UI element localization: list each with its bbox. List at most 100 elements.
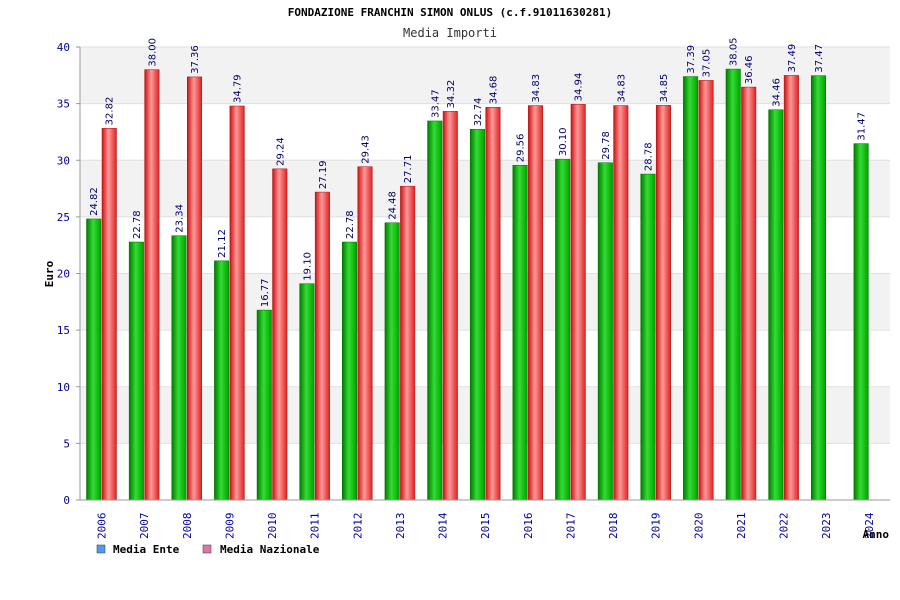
value-label-media-ente-2007: 22.78: [132, 210, 143, 239]
value-label-media-nazionale-2006: 32.82: [105, 97, 116, 126]
bar-media-nazionale-2017: [570, 104, 586, 501]
value-label-media-nazionale-2016: 34.83: [531, 74, 542, 103]
bar-media-nazionale-2008: [187, 76, 203, 501]
value-label-media-nazionale-2010: 29.24: [275, 137, 286, 166]
value-label-media-ente-2019: 28.78: [643, 142, 654, 171]
bar-media-ente-2024: [853, 143, 869, 501]
x-tick-label-2023: 2023: [820, 513, 833, 540]
y-tick-label: 40: [57, 41, 70, 54]
x-tick-label-2009: 2009: [223, 513, 236, 540]
x-tick-label-2022: 2022: [778, 513, 791, 540]
value-label-media-ente-2011: 19.10: [302, 252, 313, 281]
y-axis-ticks: 0 5 10 15 20 25 30 35 40: [57, 41, 80, 507]
x-tick-label-2010: 2010: [266, 513, 279, 540]
value-label-media-ente-2016: 29.56: [516, 134, 527, 163]
bar-media-ente-2016: [512, 164, 528, 501]
x-tick-label-2021: 2021: [735, 513, 748, 540]
legend-swatch-media-ente: [96, 544, 106, 554]
value-label-media-nazionale-2019: 34.85: [659, 74, 670, 103]
value-label-media-nazionale-2021: 36.46: [744, 55, 755, 84]
bar-media-nazionale-2013: [400, 185, 416, 501]
x-axis-label: Anno: [863, 528, 890, 541]
value-label-media-ente-2014: 33.47: [430, 89, 441, 118]
x-tick-label-2008: 2008: [181, 513, 194, 540]
bar-media-ente-2015: [469, 128, 485, 501]
legend-label-media-ente: Media Ente: [113, 543, 180, 556]
bar-media-nazionale-2014: [442, 111, 458, 501]
bar-media-ente-2023: [810, 75, 826, 501]
x-tick-label-2017: 2017: [564, 513, 577, 540]
bar-media-ente-2009: [214, 260, 230, 501]
bar-media-ente-2011: [299, 283, 315, 501]
bar-media-ente-2022: [768, 109, 784, 501]
value-label-media-ente-2009: 21.12: [217, 229, 228, 258]
y-tick-label: 20: [57, 268, 70, 281]
value-label-media-ente-2021: 38.05: [729, 37, 740, 66]
value-label-media-ente-2024: 31.47: [857, 112, 868, 141]
value-label-media-nazionale-2008: 37.36: [190, 45, 201, 74]
chart-subtitle: Media Importi: [403, 26, 497, 40]
value-label-media-nazionale-2022: 37.49: [787, 44, 798, 73]
x-tick-label-2020: 2020: [692, 513, 705, 540]
bar-media-nazionale-2016: [528, 105, 544, 501]
bar-media-nazionale-2018: [613, 105, 629, 501]
bar-media-ente-2020: [683, 76, 699, 501]
legend-label-media-nazionale: Media Nazionale: [220, 543, 320, 556]
bar-media-ente-2017: [555, 158, 571, 501]
value-label-media-ente-2022: 34.46: [771, 78, 782, 107]
value-label-media-nazionale-2015: 34.68: [488, 76, 499, 105]
bar-media-ente-2021: [725, 68, 741, 501]
value-label-media-nazionale-2017: 34.94: [574, 73, 585, 102]
value-label-media-nazionale-2012: 29.43: [361, 135, 372, 164]
value-label-media-ente-2015: 32.74: [473, 98, 484, 127]
x-axis-ticks: 2006 2007 2008 2009 2010 2011 2012 2013 2014 2015…: [96, 512, 876, 539]
value-label-media-ente-2013: 24.48: [388, 191, 399, 220]
value-label-media-ente-2008: 23.34: [175, 204, 186, 233]
chart-title: FONDAZIONE FRANCHIN SIMON ONLUS (c.f.910…: [288, 6, 613, 19]
x-tick-label-2011: 2011: [309, 513, 322, 540]
bar-media-nazionale-2012: [357, 166, 373, 501]
y-tick-label: 30: [57, 154, 70, 167]
x-tick-label-2019: 2019: [650, 513, 663, 540]
bar-media-nazionale-2009: [229, 105, 245, 501]
bar-media-nazionale-2007: [144, 69, 160, 501]
value-label-media-ente-2017: 30.10: [558, 127, 569, 156]
value-label-media-nazionale-2011: 27.19: [318, 160, 329, 189]
value-label-media-nazionale-2020: 37.05: [702, 49, 713, 78]
y-tick-label: 25: [57, 211, 70, 224]
value-label-media-ente-2020: 37.39: [686, 45, 697, 74]
x-tick-label-2015: 2015: [479, 513, 492, 540]
value-labels: 24.82 32.82 22.78 38.00 23.34 37.36 21.12 34.79…: [89, 37, 867, 307]
bar-media-ente-2018: [597, 162, 613, 501]
x-tick-label-2006: 2006: [96, 513, 109, 540]
bar-media-ente-2013: [384, 222, 400, 501]
value-label-media-nazionale-2013: 27.71: [403, 155, 414, 184]
bar-media-nazionale-2006: [101, 128, 117, 501]
bar-media-nazionale-2020: [698, 80, 714, 501]
bar-media-ente-2007: [128, 241, 144, 501]
value-label-media-ente-2018: 29.78: [601, 131, 612, 160]
value-label-media-ente-2023: 37.47: [814, 44, 825, 73]
x-tick-label-2013: 2013: [394, 513, 407, 540]
bar-media-ente-2019: [640, 173, 656, 501]
y-tick-label: 35: [57, 98, 70, 111]
value-label-media-ente-2010: 16.77: [260, 278, 271, 307]
bar-media-ente-2006: [86, 218, 102, 501]
value-label-media-ente-2012: 22.78: [345, 210, 356, 239]
x-tick-label-2018: 2018: [607, 513, 620, 540]
x-tick-label-2007: 2007: [138, 513, 151, 540]
bar-media-ente-2008: [171, 235, 187, 501]
legend-swatch-media-nazionale: [202, 544, 212, 554]
y-axis-label: Euro: [43, 260, 56, 287]
legend: Media Ente Media Nazionale: [96, 543, 320, 556]
value-label-media-ente-2006: 24.82: [89, 187, 100, 216]
bar-media-nazionale-2010: [272, 168, 288, 501]
bar-media-ente-2014: [427, 120, 443, 501]
x-tick-label-2024: 2024: [863, 512, 876, 539]
x-tick-label-2012: 2012: [351, 513, 364, 540]
value-label-media-nazionale-2014: 34.32: [446, 80, 457, 109]
y-tick-label: 5: [63, 437, 70, 450]
bar-media-ente-2012: [342, 241, 358, 501]
y-tick-label: 10: [57, 381, 70, 394]
